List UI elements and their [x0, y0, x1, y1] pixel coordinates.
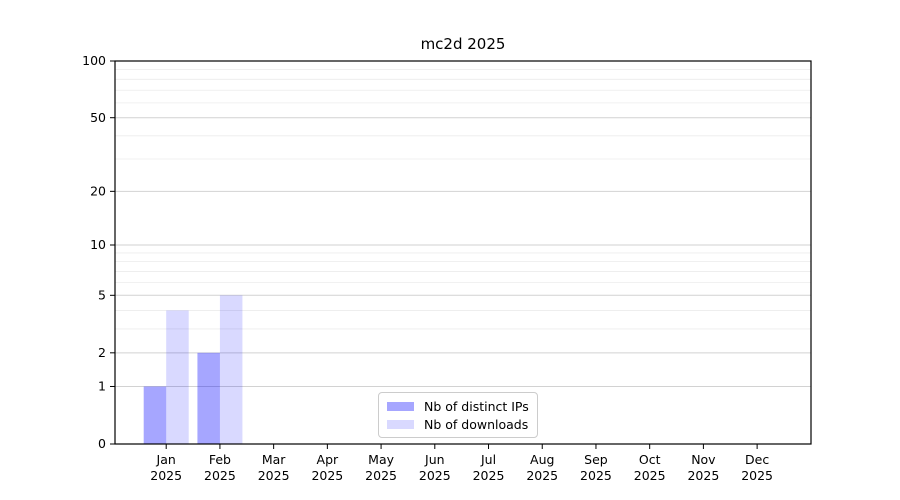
y-axis: 0 1 2 5 10 20 50 100: [82, 53, 115, 451]
x-tick-label-year: 2025: [634, 468, 666, 483]
x-tick-label-year: 2025: [741, 468, 773, 483]
x-tick-label-month: May: [368, 452, 394, 467]
legend-swatch-downloads-icon: [387, 419, 414, 429]
x-tick-label-month: Mar: [262, 452, 286, 467]
legend-swatch-distinct-ips-icon: [387, 401, 414, 411]
x-tick-label-year: 2025: [258, 468, 290, 483]
y-tick-label: 20: [90, 184, 106, 199]
x-tick-label-month: Oct: [639, 452, 661, 467]
y-tick-label: 100: [82, 53, 106, 68]
major-gridlines: [115, 60, 811, 387]
bar-jan-downloads: [166, 310, 189, 444]
legend-item-distinct-ips: Nb of distinct IPs: [387, 397, 529, 415]
x-tick-label-month: Nov: [691, 452, 716, 467]
y-tick-label: 50: [90, 110, 106, 125]
legend: Nb of distinct IPs Nb of downloads: [378, 392, 538, 438]
legend-label-distinct-ips: Nb of distinct IPs: [424, 398, 529, 414]
y-tick-label: 5: [98, 288, 106, 303]
x-tick-label-year: 2025: [580, 468, 612, 483]
x-tick-label-month: Jun: [424, 452, 445, 467]
y-tick-label: 2: [98, 345, 106, 360]
x-tick-label-month: Jan: [156, 452, 176, 467]
x-tick-label-year: 2025: [365, 468, 397, 483]
x-tick-label-month: Feb: [209, 452, 231, 467]
legend-label-downloads: Nb of downloads: [424, 416, 529, 432]
bar-jan-distinct-ips: [143, 386, 167, 444]
x-tick-label-month: Apr: [317, 452, 339, 467]
y-tick-label: 1: [98, 379, 106, 394]
minor-gridlines: [115, 69, 811, 330]
bar-feb-distinct-ips: [197, 352, 220, 444]
y-tick-label: 10: [90, 237, 106, 252]
bars: [143, 295, 243, 444]
axes-spines: [114, 60, 812, 445]
x-tick-label-year: 2025: [311, 468, 343, 483]
x-tick-label-year: 2025: [204, 468, 236, 483]
y-tick-label: 0: [98, 436, 106, 451]
x-tick-label-month: Jul: [480, 452, 496, 467]
x-tick-label-year: 2025: [526, 468, 558, 483]
x-tick-label-month: Sep: [584, 452, 608, 467]
x-tick-label-month: Dec: [745, 452, 769, 467]
x-tick-label-year: 2025: [687, 468, 719, 483]
legend-item-downloads: Nb of downloads: [387, 415, 529, 433]
x-tick-label-year: 2025: [473, 468, 505, 483]
bar-feb-downloads: [219, 295, 243, 444]
chart-title: mc2d 2025: [420, 35, 506, 53]
x-tick-label-month: Aug: [530, 452, 554, 467]
x-axis: Jan2025Feb2025Mar2025Apr2025May2025Jun20…: [150, 444, 773, 483]
x-tick-label-year: 2025: [150, 468, 182, 483]
x-tick-label-year: 2025: [419, 468, 451, 483]
